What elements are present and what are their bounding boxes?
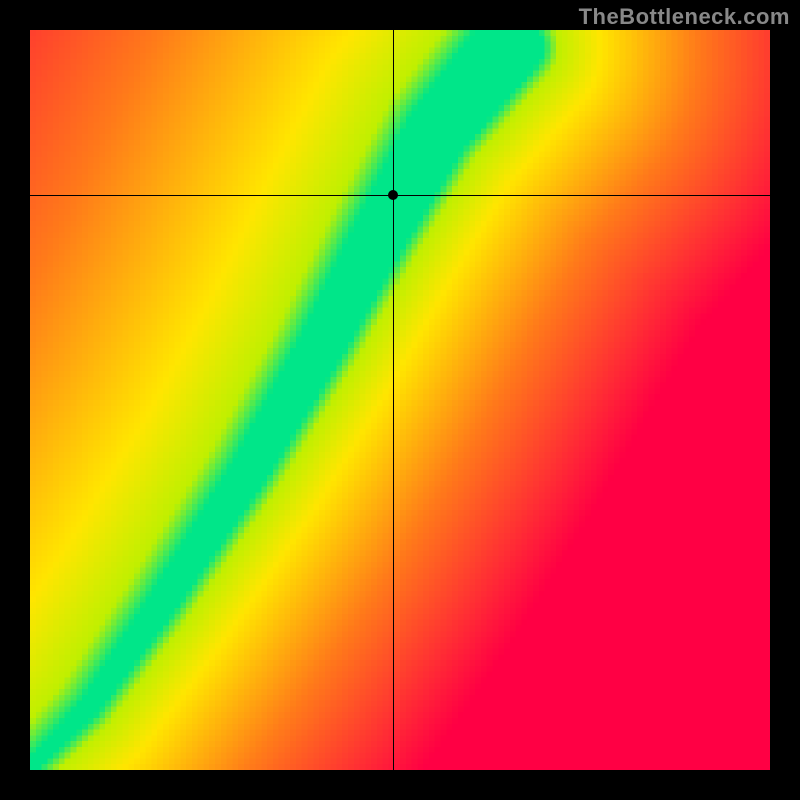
crosshair-dot [388, 190, 398, 200]
watermark-text: TheBottleneck.com [579, 4, 790, 30]
crosshair-vertical [393, 30, 394, 770]
heatmap-canvas [30, 30, 770, 770]
plot-area [30, 30, 770, 770]
chart-container: TheBottleneck.com [0, 0, 800, 800]
crosshair-horizontal [30, 195, 770, 196]
